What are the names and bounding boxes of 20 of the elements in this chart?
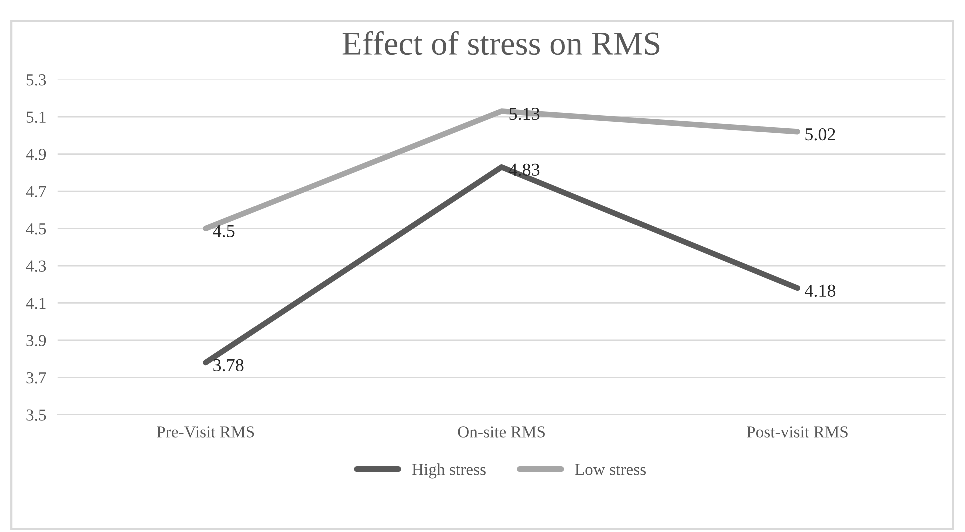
legend-label: High stress [412,464,486,479]
data-label: 5.02 [806,128,836,141]
y-tick-label: 4.5 [26,224,46,235]
y-tick-label: 5.3 [26,74,46,86]
data-label: 4.18 [805,284,836,298]
y-tick-label: 4.3 [26,260,46,272]
data-label: 4.5 [213,225,235,238]
legend-label: Low stress [575,464,646,476]
y-tick-label: 4.1 [26,298,46,310]
y-tick-label: 3.7 [26,372,46,384]
data-label: 3.78 [214,359,244,372]
y-tick-label: 4.7 [26,186,46,198]
x-tick-label: Post-visit RMS [747,426,848,438]
chart-title: Effect of stress on RMS [342,31,660,56]
y-tick-label: 5.1 [26,112,46,124]
x-tick-label: Pre-Visit RMS [157,426,254,438]
y-tick-label: 3.5 [26,410,46,421]
y-tick-label: 3.9 [26,335,46,346]
x-tick-label: On-site RMS [458,426,545,438]
y-tick-label: 4.9 [26,149,46,160]
